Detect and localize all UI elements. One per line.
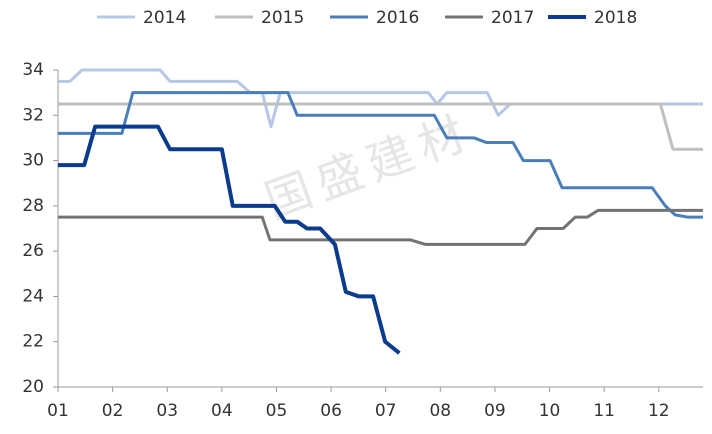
y-tick-label: 32 bbox=[22, 105, 44, 125]
legend-label: 2015 bbox=[261, 8, 304, 28]
y-tick-label: 28 bbox=[22, 196, 44, 216]
series-line bbox=[58, 102, 703, 151]
legend-label: 2018 bbox=[594, 8, 637, 28]
x-tick-label: 10 bbox=[539, 401, 561, 421]
y-tick-label: 30 bbox=[22, 151, 44, 171]
y-tick-label: 20 bbox=[22, 377, 44, 397]
y-tick-label: 26 bbox=[22, 241, 44, 261]
x-tick-label: 05 bbox=[266, 401, 288, 421]
legend-label: 2014 bbox=[143, 8, 186, 28]
x-tick-label: 03 bbox=[156, 401, 178, 421]
x-tick-label: 01 bbox=[47, 401, 69, 421]
legend-label: 2016 bbox=[376, 8, 419, 28]
x-tick-label: 08 bbox=[429, 401, 451, 421]
x-tick-label: 06 bbox=[320, 401, 342, 421]
y-tick-label: 24 bbox=[22, 286, 44, 306]
series-line bbox=[58, 208, 703, 246]
x-tick-label: 11 bbox=[593, 401, 615, 421]
x-tick-label: 07 bbox=[375, 401, 397, 421]
series-line bbox=[58, 124, 401, 355]
x-tick-label: 09 bbox=[484, 401, 506, 421]
y-tick-label: 22 bbox=[22, 332, 44, 352]
watermark: 国盛建材 bbox=[258, 104, 479, 229]
x-tick-label: 12 bbox=[648, 401, 670, 421]
x-tick-label: 02 bbox=[102, 401, 124, 421]
series-line bbox=[58, 91, 703, 219]
x-tick-label: 04 bbox=[211, 401, 233, 421]
legend-label: 2017 bbox=[491, 8, 534, 28]
series-line bbox=[58, 68, 703, 129]
y-tick-label: 34 bbox=[22, 60, 44, 80]
